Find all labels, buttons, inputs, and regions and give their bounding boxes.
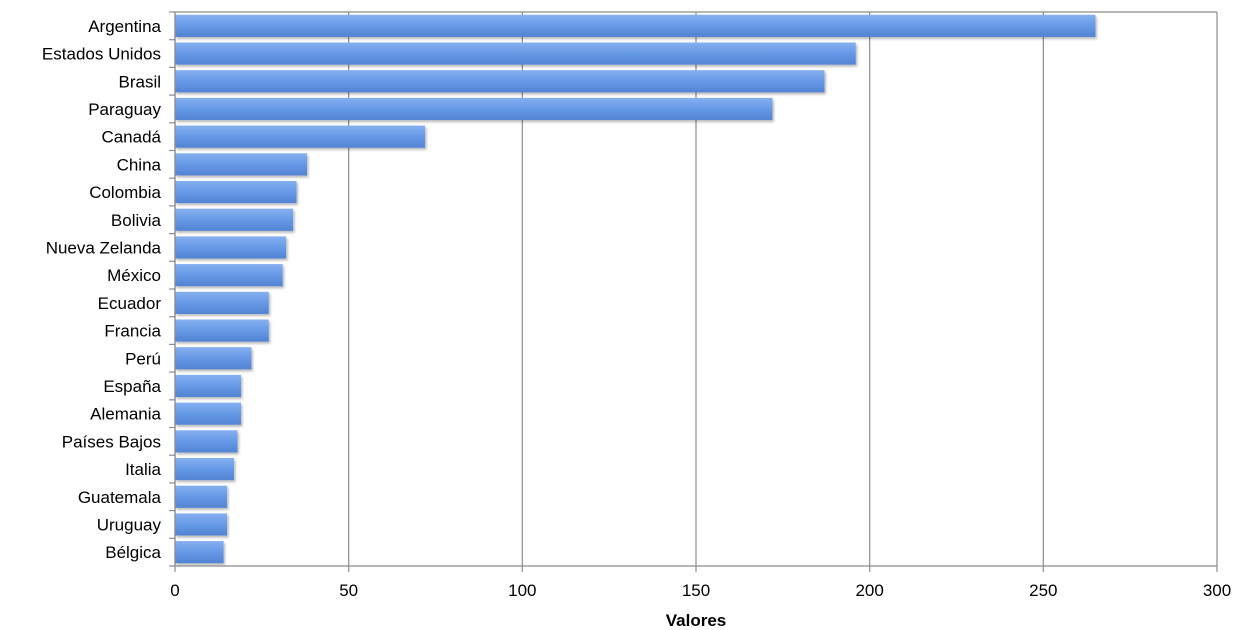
category-label: Países Bajos [62, 432, 161, 451]
x-tick-label: 250 [1029, 581, 1057, 600]
bar-brasil [175, 70, 825, 93]
category-label: Ecuador [98, 294, 162, 313]
bar-estados-unidos [175, 42, 856, 65]
bar-alemania [175, 402, 241, 425]
bar-argentina [175, 14, 1096, 37]
axes [169, 11, 1218, 572]
bar-bélgica [175, 541, 224, 564]
bar-canadá [175, 125, 426, 148]
bar-china [175, 153, 307, 176]
x-tick-label: 0 [170, 581, 179, 600]
bar-italia [175, 457, 235, 481]
category-label: México [107, 266, 161, 285]
category-label: Uruguay [97, 515, 162, 534]
labels: 0 50 100 150 200 250 300 Argentina Estados Unido… [42, 17, 1231, 600]
bar-francia [175, 319, 269, 342]
bar-perú [175, 347, 252, 370]
x-tick-label: 150 [682, 581, 710, 600]
x-tick-label: 50 [339, 581, 358, 600]
bar-méxico [175, 264, 283, 287]
category-label: Argentina [88, 17, 161, 36]
bar-guatemala [175, 485, 228, 508]
category-label: Italia [125, 460, 161, 479]
bar-colombia [175, 180, 297, 204]
category-label: Alemania [90, 405, 161, 424]
bar-paraguay [175, 97, 773, 121]
x-tick-label: 300 [1203, 581, 1231, 600]
bar-nueva-zelanda [175, 236, 287, 259]
category-label: Bélgica [105, 543, 161, 562]
category-label: Paraguay [88, 100, 161, 119]
bar-uruguay [175, 513, 228, 536]
category-label: Nueva Zelanda [46, 238, 162, 257]
bar-ecuador [175, 291, 269, 314]
category-label: Colombia [89, 183, 161, 202]
category-label: Guatemala [78, 488, 162, 507]
category-label: Francia [104, 322, 161, 341]
x-axis-title: Valores [666, 611, 727, 630]
category-label: Bolivia [111, 211, 162, 230]
category-label: Estados Unidos [42, 45, 161, 64]
category-label: China [117, 155, 162, 174]
category-label: Perú [125, 349, 161, 368]
x-tick-label: 200 [855, 581, 883, 600]
category-label: España [103, 377, 161, 396]
category-label: Canadá [101, 128, 161, 147]
bar-países-bajos [175, 430, 238, 453]
category-label: Brasil [118, 72, 161, 91]
bar-españa [175, 374, 241, 398]
gridlines [174, 12, 1218, 566]
bars [175, 14, 1096, 564]
x-tick-label: 100 [508, 581, 536, 600]
bar-bolivia [175, 208, 294, 231]
